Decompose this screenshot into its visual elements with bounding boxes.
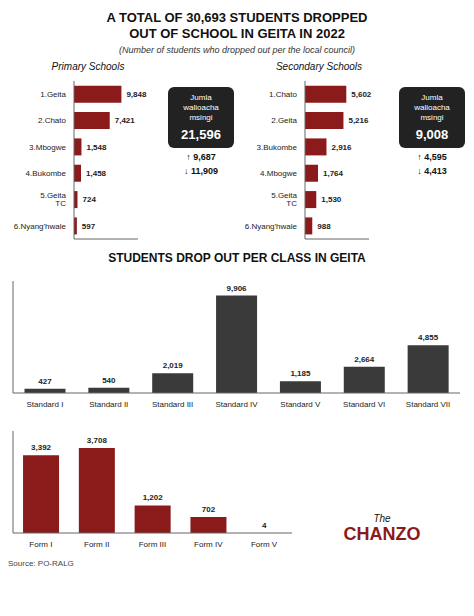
svg-text:4: 4 — [262, 521, 267, 530]
svg-text:Standard III: Standard III — [152, 400, 193, 409]
svg-text:427: 427 — [38, 377, 52, 386]
html-text:Secondary Schools: Secondary Schools — [275, 61, 363, 72]
svg-text:3,392: 3,392 — [31, 443, 52, 452]
svg-text:Standard VII: Standard VII — [406, 400, 450, 409]
html-text:↓ 4,413: ↓ 4,413 — [417, 166, 447, 176]
html-text:Source: PO-RALG: Source: PO-RALG — [8, 559, 74, 568]
svg-text:1,202: 1,202 — [143, 493, 164, 502]
svg-text:9,848: 9,848 — [126, 90, 147, 99]
svg-text:597: 597 — [82, 222, 96, 231]
html-text:OUT OF SCHOOL IN GEITA IN 2022: OUT OF SCHOOL IN GEITA IN 2022 — [129, 26, 345, 41]
html-text:A TOTAL OF 30,693 STUDENTS DRO: A TOTAL OF 30,693 STUDENTS DROPPED — [106, 10, 368, 25]
svg-text:2,664: 2,664 — [354, 355, 375, 364]
html-text:msingi: msingi — [420, 113, 444, 122]
html-text:21,596: 21,596 — [181, 127, 221, 142]
svg-text:3.Mbogwe: 3.Mbogwe — [29, 143, 66, 152]
svg-text:3.Bukombe: 3.Bukombe — [257, 143, 298, 152]
svg-text:4.Mbogwe: 4.Mbogwe — [260, 169, 297, 178]
svg-text:702: 702 — [202, 505, 216, 514]
svg-text:2.Chato: 2.Chato — [38, 116, 67, 125]
html-text:walioacha: walioacha — [414, 103, 450, 112]
svg-text:9,906: 9,906 — [227, 284, 248, 293]
svg-text:1,458: 1,458 — [86, 169, 107, 178]
svg-text:Form III: Form III — [139, 540, 167, 549]
svg-text:5,602: 5,602 — [351, 90, 372, 99]
svg-text:Form IV: Form IV — [194, 540, 223, 549]
svg-text:2,019: 2,019 — [163, 361, 184, 370]
svg-text:Standard I: Standard I — [26, 400, 63, 409]
svg-text:1,185: 1,185 — [290, 369, 311, 378]
svg-text:6.Nyang'hwale: 6.Nyang'hwale — [14, 222, 67, 231]
html-text:msingi: msingi — [189, 113, 213, 122]
html-text:↑ 4,595: ↑ 4,595 — [417, 152, 447, 162]
svg-text:Form II: Form II — [84, 540, 109, 549]
svg-text:1.Chato: 1.Chato — [269, 90, 298, 99]
svg-text:1,548: 1,548 — [86, 143, 107, 152]
svg-text:5,216: 5,216 — [348, 116, 369, 125]
svg-text:3,708: 3,708 — [87, 436, 108, 445]
svg-text:Standard V: Standard V — [280, 400, 321, 409]
html-text:↑ 9,687: ↑ 9,687 — [186, 152, 216, 162]
svg-text:724: 724 — [82, 195, 96, 204]
svg-text:Form I: Form I — [29, 540, 52, 549]
svg-text:Standard VI: Standard VI — [343, 400, 385, 409]
html-text:↓ 11,909: ↓ 11,909 — [184, 166, 218, 176]
svg-text:6.Nyang'hwale: 6.Nyang'hwale — [245, 222, 298, 231]
svg-text:Standard II: Standard II — [89, 400, 128, 409]
svg-text:1,530: 1,530 — [321, 195, 342, 204]
svg-text:7,421: 7,421 — [115, 116, 136, 125]
svg-text:Standard IV: Standard IV — [215, 400, 258, 409]
html-text:STUDENTS DROP OUT PER CLASS IN: STUDENTS DROP OUT PER CLASS IN GEITA — [108, 251, 366, 265]
html-text:Jumla: Jumla — [190, 93, 212, 102]
svg-text:2.Geita: 2.Geita — [271, 116, 297, 125]
html-text:9,008: 9,008 — [415, 127, 449, 142]
svg-text:1,764: 1,764 — [323, 169, 344, 178]
svg-text:5.GeitaTC: 5.GeitaTC — [40, 191, 66, 208]
html-text:The: The — [373, 513, 391, 524]
svg-text:4,855: 4,855 — [418, 333, 439, 342]
svg-text:5.GeitaTC: 5.GeitaTC — [271, 191, 297, 208]
html-text:walioacha: walioacha — [183, 103, 219, 112]
html-text:Jumla: Jumla — [421, 93, 443, 102]
svg-text:540: 540 — [102, 376, 116, 385]
html-text:CHANZO: CHANZO — [343, 524, 421, 544]
svg-text:988: 988 — [317, 222, 331, 231]
html-text:Primary Schools: Primary Schools — [51, 61, 125, 72]
svg-text:4.Bukombe: 4.Bukombe — [26, 169, 67, 178]
html-text:(Number of students who droppe: (Number of students who dropped out per … — [118, 45, 356, 55]
svg-text:Form V: Form V — [251, 540, 278, 549]
svg-text:1.Geita: 1.Geita — [40, 90, 66, 99]
svg-text:2,916: 2,916 — [331, 143, 352, 152]
